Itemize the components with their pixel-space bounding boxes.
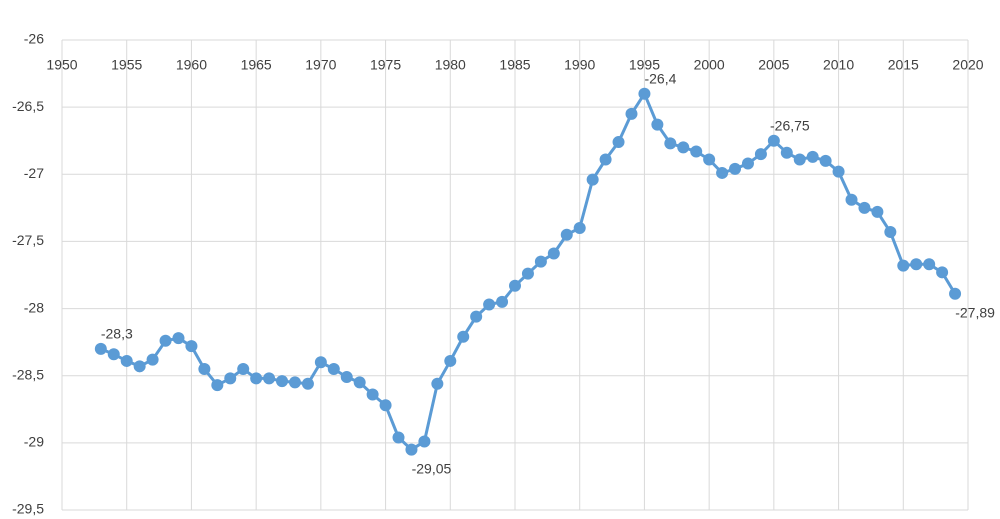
data-point [534,255,547,268]
x-tick-label: 1980 [435,57,466,73]
data-point [612,136,625,149]
data-point [832,165,845,178]
data-point [936,266,949,279]
y-tick-label: -26 [24,31,44,47]
data-point [444,354,457,367]
data-point [651,118,664,131]
data-point [353,376,366,389]
data-point [133,360,146,373]
data-point [418,435,431,448]
data-point [845,193,858,206]
data-point [431,377,444,390]
y-tick-label: -29 [24,434,44,450]
data-point [625,107,638,120]
x-tick-label: 1955 [111,57,142,73]
data-point [405,443,418,456]
data-point [819,154,832,167]
x-tick-label: 1995 [629,57,660,73]
data-point [793,153,806,166]
data-point [690,145,703,158]
data-point [806,150,819,163]
data-point [741,157,754,170]
x-tick-label: 2020 [952,57,983,73]
data-point [288,376,301,389]
data-point [638,87,651,100]
x-tick-label: 1950 [46,57,77,73]
data-point [314,356,327,369]
data-label: -29,05 [412,460,452,476]
x-tick-label: 1960 [176,57,207,73]
data-point [547,247,560,260]
y-tick-label: -27,5 [12,232,44,248]
data-point [120,354,133,367]
data-point [379,399,392,412]
x-tick-label: 1970 [305,57,336,73]
y-tick-label: -28,5 [12,366,44,382]
data-point [586,173,599,186]
data-point [483,298,496,311]
data-point [392,431,405,444]
data-label: -26,4 [644,70,676,86]
data-point [366,388,379,401]
data-point [509,279,521,292]
data-point [301,377,314,390]
data-point [94,342,107,355]
data-point [884,226,897,239]
data-point [767,134,780,147]
data-label: -26,75 [770,117,810,133]
data-point [237,363,250,375]
y-tick-label: -29,5 [12,501,44,517]
data-point [470,310,483,323]
x-tick-label: 2015 [888,57,919,73]
data-point [340,371,353,384]
data-point [949,287,962,300]
x-tick-label: 1990 [564,57,595,73]
data-point [858,201,871,214]
data-point [677,141,690,154]
data-point [172,332,185,345]
x-tick-label: 2000 [694,57,725,73]
y-tick-label: -26,5 [12,98,44,114]
data-point [185,340,198,353]
y-tick-label: -28 [24,299,44,315]
data-point [146,353,159,366]
data-point [754,148,767,161]
x-tick-label: 1985 [499,57,530,73]
data-point [703,153,716,166]
data-point [521,267,534,280]
data-point [780,146,793,159]
data-point [923,258,936,271]
data-label: -28,3 [101,326,133,342]
data-point [496,295,509,308]
data-point [211,379,224,392]
x-tick-label: 2010 [823,57,854,73]
data-point [573,222,586,234]
y-tick-label: -27 [24,165,44,181]
data-point [276,375,289,388]
data-point [560,228,573,241]
data-point [910,258,923,271]
data-point [599,153,612,166]
data-point [729,162,742,175]
data-point [457,330,470,343]
data-point [871,205,884,218]
x-tick-label: 1975 [370,57,401,73]
data-point [159,334,172,347]
x-tick-label: 2005 [758,57,789,73]
data-point [107,348,120,361]
data-point [198,363,211,375]
data-point [897,259,910,272]
data-point [224,372,237,385]
data-label: -27,89 [955,305,995,321]
data-point [716,166,729,179]
x-tick-label: 1965 [241,57,272,73]
data-point [664,137,677,150]
data-point [327,363,340,375]
data-point [263,372,276,385]
data-point [250,372,263,385]
